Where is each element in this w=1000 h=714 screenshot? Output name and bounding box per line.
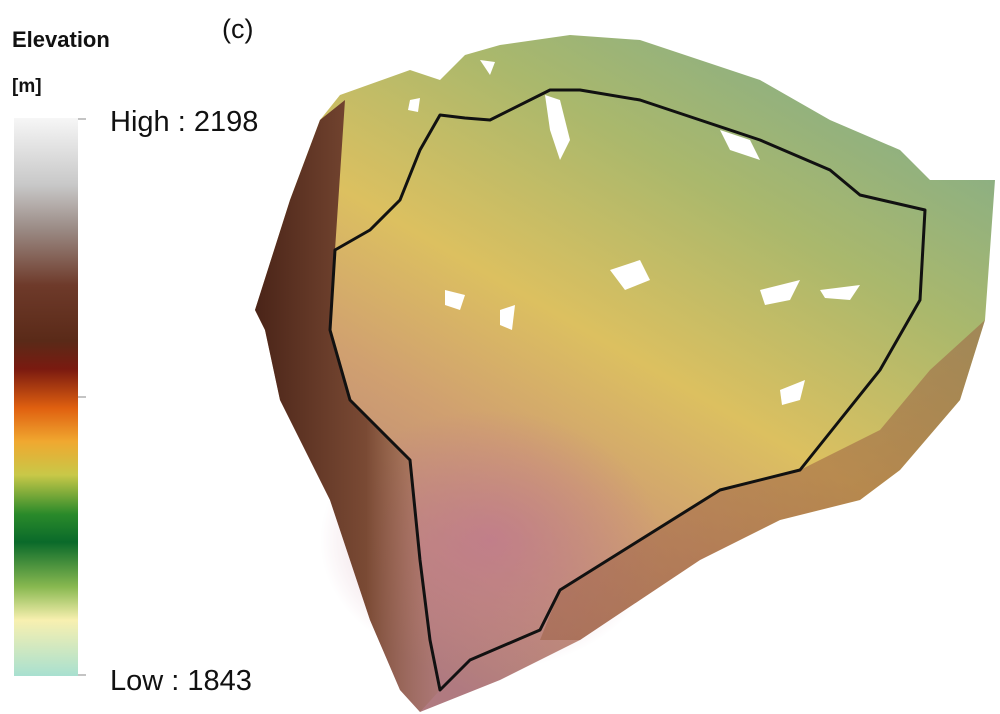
snow-patch [780,380,805,405]
legend-low-label: Low : 1843 [110,665,252,697]
legend: Elevation [m] High : 2198 Low : 1843 [12,27,258,697]
terrain [255,35,995,712]
legend-high-label: High : 2198 [110,106,258,138]
snow-patch [720,130,760,160]
snow-patches [408,60,860,405]
legend-title: Elevation [12,27,110,52]
snow-patch [500,305,515,330]
snow-patch [445,290,465,310]
panel-label: (c) [222,14,253,44]
color-bar [14,118,78,676]
snow-patch [545,95,570,160]
legend-unit: [m] [12,76,42,97]
snow-patch [408,98,420,112]
snow-patch [610,260,650,290]
snow-patch [820,285,860,300]
left-cliff [255,100,440,712]
area-boundary [328,88,927,692]
snow-patch [480,60,495,75]
snow-patch [760,280,800,305]
